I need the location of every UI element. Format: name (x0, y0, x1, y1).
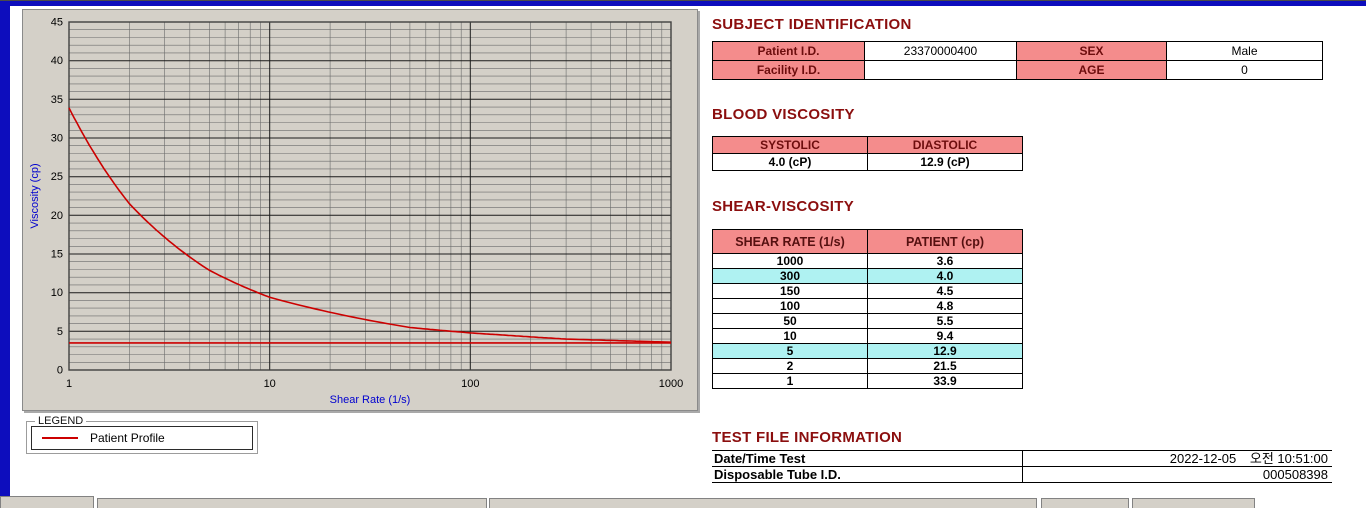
chart-panel: 0 5 10 15 20 25 30 35 40 45 1 10 100 1000 Shear Rate (… (22, 9, 698, 411)
bottom-cropped-panel (1041, 498, 1129, 508)
age-label: AGE (1016, 60, 1167, 80)
bottom-cropped-panel (489, 498, 1037, 508)
shear-rate-cell: 50 (712, 313, 868, 329)
table-row-highlighted: 300 4.0 (712, 268, 1023, 284)
patient-id-value: 23370000400 (864, 41, 1017, 61)
patient-cp-cell: 9.4 (867, 328, 1023, 344)
shear-rate-cell: 300 (712, 268, 868, 284)
subject-identification-table: Patient I.D. 23370000400 SEX Male Facili… (712, 41, 1323, 80)
legend-entry: Patient Profile (31, 426, 253, 450)
date-time-test-value: 2022-12-05 오전 10:51:00 (1022, 451, 1332, 466)
shear-rate-cell: 5 (712, 343, 868, 359)
test-time: 오전 10:51:00 (1249, 451, 1328, 466)
test-file-information-title: TEST FILE INFORMATION (712, 429, 903, 446)
svg-text:45: 45 (51, 17, 63, 29)
table-row: Disposable Tube I.D. 000508398 (712, 467, 1332, 483)
svg-text:1: 1 (66, 378, 72, 390)
svg-text:5: 5 (57, 326, 63, 338)
diastolic-value: 12.9 (cP) (867, 153, 1023, 171)
table-row: 4.0 (cP) 12.9 (cP) (712, 153, 1023, 171)
svg-text:40: 40 (51, 55, 63, 67)
shear-rate-cell: 1000 (712, 253, 868, 269)
patient-cp-column-header: PATIENT (cp) (867, 229, 1023, 254)
svg-text:10: 10 (51, 287, 63, 299)
systolic-label: SYSTOLIC (712, 136, 868, 154)
blood-viscosity-table: SYSTOLIC DIASTOLIC 4.0 (cP) 12.9 (cP) (712, 136, 1023, 171)
svg-text:0: 0 (57, 365, 63, 377)
bottom-cropped-button[interactable] (0, 496, 94, 508)
test-file-information-table: Date/Time Test 2022-12-05 오전 10:51:00 Di… (712, 450, 1332, 483)
shear-rate-cell: 150 (712, 283, 868, 299)
svg-text:35: 35 (51, 94, 63, 106)
shear-rate-column-header: SHEAR RATE (1/s) (712, 229, 868, 254)
viscosity-chart: 0 5 10 15 20 25 30 35 40 45 1 10 100 1000 Shear Rate (… (23, 10, 699, 412)
table-row: 2 21.5 (712, 358, 1023, 374)
table-row: Facility I.D. AGE 0 (712, 60, 1323, 80)
disposable-tube-id-label: Disposable Tube I.D. (714, 467, 841, 482)
sex-value: Male (1166, 41, 1323, 61)
table-row: 50 5.5 (712, 313, 1023, 329)
bottom-cropped-panel (1132, 498, 1255, 508)
svg-text:25: 25 (51, 171, 63, 183)
x-axis-label: Shear Rate (1/s) (330, 394, 411, 406)
patient-cp-cell: 33.9 (867, 373, 1023, 389)
legend-entry-label: Patient Profile (90, 431, 165, 445)
svg-text:10: 10 (264, 378, 276, 390)
age-value: 0 (1166, 60, 1323, 80)
patient-cp-cell: 21.5 (867, 358, 1023, 374)
top-accent-bar (0, 1, 1366, 6)
table-header-row: SHEAR RATE (1/s) PATIENT (cp) (712, 229, 1023, 254)
shear-viscosity-table: SHEAR RATE (1/s) PATIENT (cp) 1000 3.6 3… (712, 229, 1023, 389)
patient-cp-cell: 12.9 (867, 343, 1023, 359)
diastolic-label: DIASTOLIC (867, 136, 1023, 154)
svg-text:30: 30 (51, 133, 63, 145)
sex-label: SEX (1016, 41, 1167, 61)
bottom-cropped-panel (97, 498, 487, 508)
table-row: 1 33.9 (712, 373, 1023, 389)
table-row: 150 4.5 (712, 283, 1023, 299)
patient-cp-cell: 3.6 (867, 253, 1023, 269)
patient-cp-cell: 5.5 (867, 313, 1023, 329)
patient-cp-cell: 4.0 (867, 268, 1023, 284)
legend-box: LEGEND Patient Profile (26, 415, 258, 454)
date-time-test-label: Date/Time Test (714, 451, 806, 466)
table-row: Date/Time Test 2022-12-05 오전 10:51:00 (712, 451, 1332, 467)
table-row: 100 4.8 (712, 298, 1023, 314)
systolic-value: 4.0 (cP) (712, 153, 868, 171)
svg-text:15: 15 (51, 249, 63, 261)
shear-rate-cell: 10 (712, 328, 868, 344)
shear-rate-cell: 1 (712, 373, 868, 389)
series-0 (68, 107, 672, 343)
svg-text:1000: 1000 (659, 378, 683, 390)
test-date: 2022-12-05 (1169, 451, 1237, 466)
shear-rate-cell: 100 (712, 298, 868, 314)
patient-cp-cell: 4.8 (867, 298, 1023, 314)
patient-cp-cell: 4.5 (867, 283, 1023, 299)
patient-id-label: Patient I.D. (712, 41, 865, 61)
shear-viscosity-title: SHEAR-VISCOSITY (712, 198, 855, 215)
facility-id-value (864, 60, 1017, 80)
legend-line-swatch (42, 437, 78, 439)
y-axis-label: Viscosity (cp) (29, 163, 41, 228)
svg-text:20: 20 (51, 210, 63, 222)
shear-rate-cell: 2 (712, 358, 868, 374)
table-row-highlighted: 5 12.9 (712, 343, 1023, 359)
left-accent-bar (0, 1, 10, 508)
table-row: 1000 3.6 (712, 253, 1023, 269)
table-row: Patient I.D. 23370000400 SEX Male (712, 41, 1323, 61)
legend-title: LEGEND (35, 415, 87, 427)
facility-id-label: Facility I.D. (712, 60, 865, 80)
subject-identification-title: SUBJECT IDENTIFICATION (712, 16, 912, 33)
svg-text:100: 100 (461, 378, 479, 390)
table-row: SYSTOLIC DIASTOLIC (712, 136, 1023, 154)
table-row: 10 9.4 (712, 328, 1023, 344)
disposable-tube-id-value: 000508398 (1022, 467, 1332, 482)
blood-viscosity-title: BLOOD VISCOSITY (712, 106, 855, 123)
